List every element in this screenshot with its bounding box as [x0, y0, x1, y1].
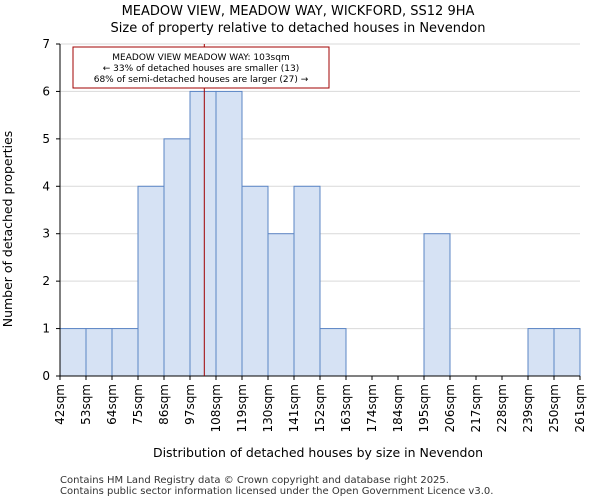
y-tick-label: 4: [42, 179, 50, 193]
x-tick-label: 195sqm: [417, 384, 431, 432]
x-tick-label: 174sqm: [365, 384, 379, 432]
y-tick-label: 1: [42, 322, 50, 336]
x-tick-label: 217sqm: [469, 384, 483, 432]
x-tick-label: 239sqm: [521, 384, 535, 432]
bar: [163, 138, 191, 377]
chart-title: MEADOW VIEW, MEADOW WAY, WICKFORD, SS12 …: [122, 4, 475, 19]
x-tick-label: 75sqm: [131, 384, 145, 425]
bar: [111, 328, 139, 377]
footer-line-2: Contains public sector information licen…: [60, 486, 493, 497]
x-tick-label: 42sqm: [53, 384, 67, 425]
y-tick-label: 5: [42, 132, 50, 146]
y-tick-label: 3: [42, 227, 50, 241]
y-tick-label: 6: [42, 84, 50, 98]
x-tick-label: 86sqm: [157, 384, 171, 425]
x-tick-label: 130sqm: [261, 384, 275, 432]
x-tick-label: 228sqm: [495, 384, 509, 432]
bar: [267, 233, 295, 377]
annotation-frame: [72, 46, 330, 89]
y-axis-label: Number of detached properties: [0, 131, 15, 328]
y-tick-label: 7: [42, 37, 50, 51]
bar: [241, 185, 269, 377]
x-tick-label: 184sqm: [391, 384, 405, 432]
x-tick-label: 119sqm: [235, 384, 249, 432]
x-tick-label: 261sqm: [573, 384, 587, 432]
x-tick-label: 250sqm: [547, 384, 561, 432]
footer-line-1: Contains HM Land Registry data © Crown c…: [60, 475, 449, 486]
bar: [293, 185, 321, 377]
x-tick-label: 152sqm: [313, 384, 327, 432]
x-axis-ticks: 42sqm 53sqm 64sqm 75sqm 86sqm 97sqm 108sqm 119s…: [53, 376, 587, 432]
x-tick-label: 97sqm: [183, 384, 197, 425]
bar: [189, 90, 217, 377]
x-axis-label: Distribution of detached houses by size …: [153, 445, 483, 460]
x-tick-label: 163sqm: [339, 384, 353, 432]
annotation-box: MEADOW VIEW MEADOW WAY: 103sqm ← 33% of …: [72, 46, 330, 89]
bar: [423, 233, 451, 377]
x-tick-label: 64sqm: [105, 384, 119, 425]
bar: [85, 328, 113, 377]
x-tick-label: 108sqm: [209, 384, 223, 432]
bar: [527, 328, 555, 377]
bar: [59, 328, 87, 377]
bar: [137, 185, 165, 377]
x-tick-label: 206sqm: [443, 384, 457, 432]
bars: [59, 90, 581, 377]
x-tick-label: 53sqm: [79, 384, 93, 425]
y-tick-label: 2: [42, 274, 50, 288]
x-tick-label: 141sqm: [287, 384, 301, 432]
chart-subtitle: Size of property relative to detached ho…: [111, 21, 486, 36]
bar: [553, 328, 581, 377]
bar: [319, 328, 347, 377]
annotation-line-1: MEADOW VIEW MEADOW WAY: 103sqm: [112, 53, 289, 63]
y-tick-label: 0: [42, 369, 50, 383]
bar: [215, 90, 243, 377]
annotation-line-3: 68% of semi-detached houses are larger (…: [94, 75, 309, 85]
annotation-line-2: ← 33% of detached houses are smaller (13…: [103, 64, 300, 74]
y-axis-ticks: 0 1 2 3 4 5 6 7: [42, 37, 60, 383]
